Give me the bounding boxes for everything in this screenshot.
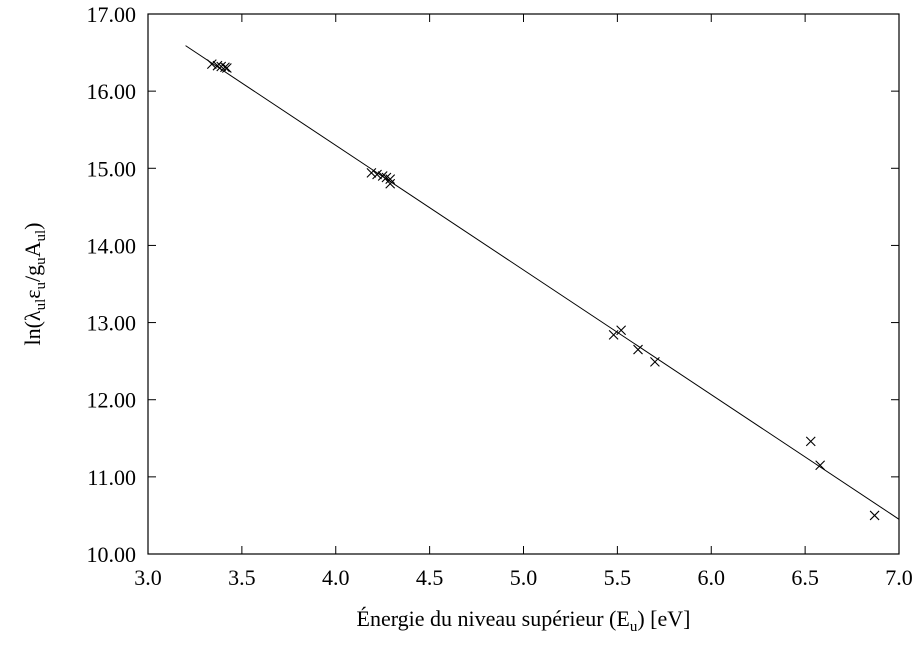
- data-point: [372, 169, 382, 180]
- data-point: [608, 330, 619, 340]
- y-tick-label: 17.00: [87, 2, 137, 27]
- y-tick-label: 10.00: [87, 542, 137, 567]
- x-tick-label: 3.0: [134, 565, 162, 590]
- data-point: [385, 174, 396, 184]
- y-tick-label: 13.00: [87, 311, 137, 336]
- x-tick-label: 6.5: [791, 565, 819, 590]
- fit-line: [185, 45, 900, 520]
- y-tick-label: 12.00: [87, 388, 137, 413]
- label-text: A: [20, 241, 45, 257]
- label-text: ε: [20, 289, 45, 298]
- data-point: [220, 62, 230, 73]
- x-axis-label: Énergie du niveau supérieur (Eu) [eV]: [357, 606, 691, 635]
- x-tick-label: 3.5: [228, 565, 256, 590]
- y-tick-label: 16.00: [87, 79, 137, 104]
- label-subscript: ul: [33, 230, 49, 242]
- data-point: [869, 510, 880, 521]
- data-point: [815, 460, 826, 471]
- label-text: Énergie du niveau supérieur (E: [357, 606, 630, 631]
- data-point: [805, 436, 816, 447]
- fit-line-group: [185, 45, 900, 520]
- data-point: [385, 178, 396, 189]
- label-subscript: u: [630, 619, 638, 635]
- y-tick-label: 15.00: [87, 156, 137, 181]
- x-tick-label: 4.5: [416, 565, 444, 590]
- y-tick-label: 11.00: [87, 465, 136, 490]
- label-subscript: ul: [33, 299, 49, 311]
- x-tick-label: 5.5: [604, 565, 632, 590]
- data-point: [616, 325, 627, 336]
- x-tick-label: 7.0: [885, 565, 913, 590]
- label-subscript: u: [33, 257, 49, 265]
- y-tick-label: 14.00: [87, 233, 137, 258]
- x-tick-label: 6.0: [698, 565, 726, 590]
- data-point: [212, 60, 223, 71]
- x-tick-label: 5.0: [510, 565, 538, 590]
- plot-frame: [147, 13, 900, 555]
- label-text: ) [eV]: [637, 606, 690, 631]
- x-tick-label: 4.0: [322, 565, 350, 590]
- label-subscript: u: [33, 281, 49, 289]
- data-point: [650, 357, 660, 367]
- data-point: [366, 168, 377, 178]
- data-point: [633, 344, 643, 355]
- y-axis-label: ln(λulεu/guAul): [20, 222, 49, 345]
- data-points: [206, 59, 880, 521]
- label-text: ): [20, 222, 45, 229]
- data-point: [216, 61, 227, 72]
- label-text: /g: [20, 265, 45, 282]
- label-text: ln(λ: [20, 310, 45, 345]
- data-point: [221, 63, 232, 73]
- tick-labels: 3.0 3.5 4.0 4.5 5.0 5.5 6.0 6.5 7.0 10.00 11.00 12.…: [87, 2, 913, 590]
- data-point: [206, 59, 217, 70]
